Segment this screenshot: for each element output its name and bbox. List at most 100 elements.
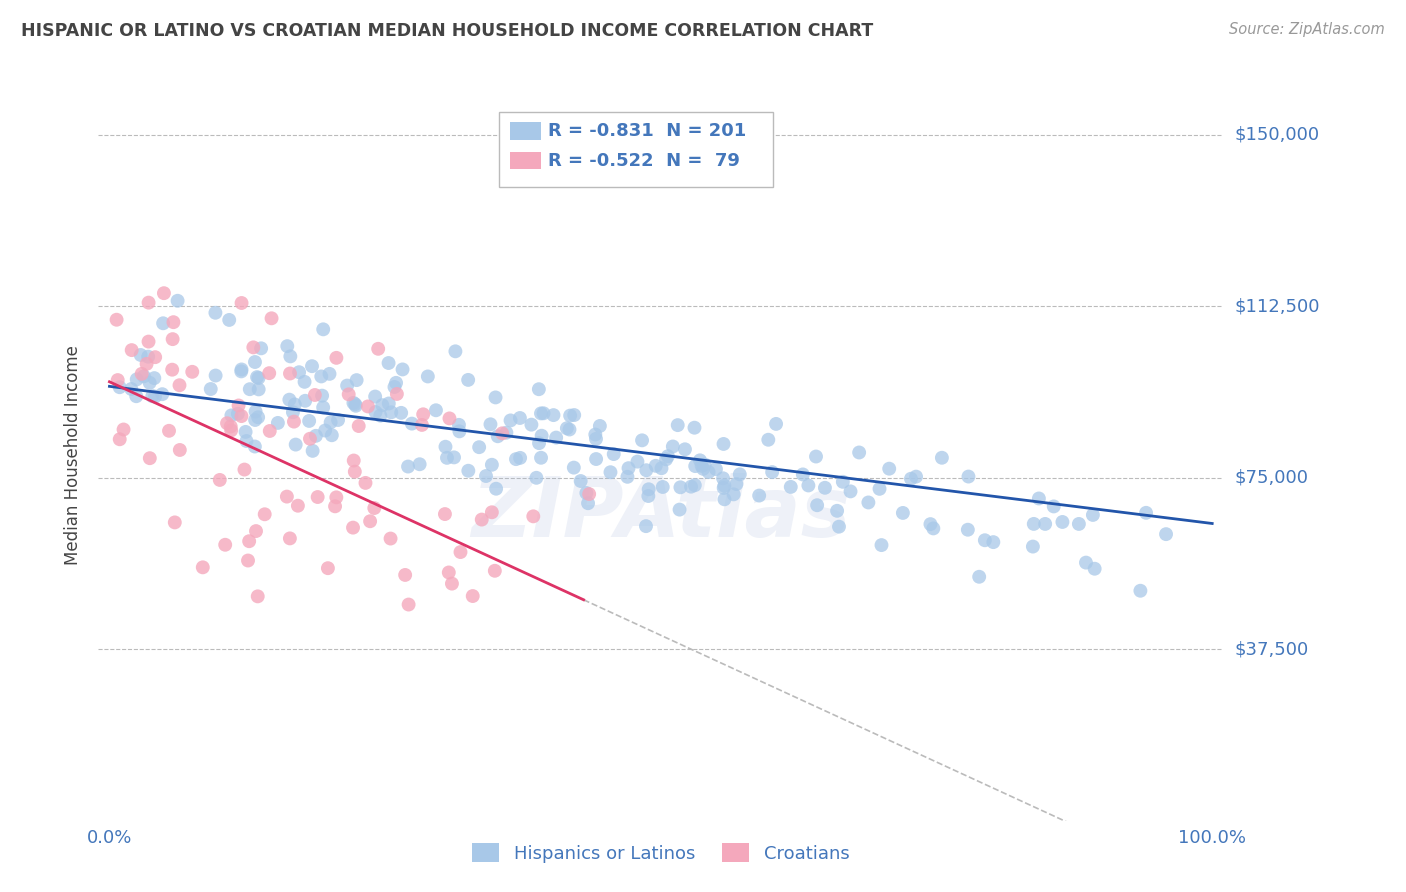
Point — [398, 598, 420, 612]
Point — [576, 496, 599, 510]
Point — [728, 467, 751, 482]
Point — [484, 391, 506, 405]
Point — [693, 458, 716, 472]
Point — [637, 483, 659, 497]
Point — [129, 348, 152, 362]
Point — [486, 429, 509, 443]
Point — [560, 409, 582, 423]
Point — [530, 406, 553, 420]
Point — [245, 524, 267, 538]
Point — [1081, 508, 1104, 522]
Point — [869, 482, 891, 496]
Point — [440, 576, 463, 591]
Point — [589, 419, 612, 434]
Point — [756, 433, 779, 447]
Point — [481, 505, 503, 519]
Point — [631, 434, 654, 448]
Point — [425, 403, 447, 417]
Point — [131, 367, 153, 381]
Point — [284, 437, 307, 451]
Point — [583, 427, 606, 442]
Point — [870, 538, 893, 552]
Point — [931, 450, 953, 465]
Point — [307, 490, 329, 504]
Point — [283, 415, 305, 429]
Point — [152, 316, 174, 330]
Point — [725, 477, 748, 491]
Point — [368, 409, 391, 423]
Point — [125, 389, 148, 403]
Point — [260, 311, 283, 326]
Point — [792, 467, 814, 482]
Point — [169, 442, 191, 457]
Point — [396, 459, 419, 474]
Point — [214, 538, 236, 552]
Point — [143, 371, 166, 385]
Point — [204, 306, 226, 320]
Point — [259, 424, 281, 438]
Point — [848, 445, 870, 459]
Text: R = -0.831  N = 201: R = -0.831 N = 201 — [548, 122, 747, 140]
Point — [257, 366, 280, 380]
Point — [831, 475, 853, 489]
Point — [877, 461, 900, 475]
Point — [218, 313, 240, 327]
Point — [704, 462, 727, 476]
Point — [294, 393, 316, 408]
Point — [1033, 516, 1056, 531]
Point — [562, 408, 585, 422]
Point — [499, 413, 522, 427]
Point — [319, 415, 342, 429]
Point — [281, 405, 304, 419]
Point — [636, 463, 658, 477]
Point — [243, 413, 266, 427]
Point — [389, 406, 412, 420]
Point — [357, 400, 380, 414]
Point — [1135, 506, 1157, 520]
Point — [200, 382, 222, 396]
Text: $75,000: $75,000 — [1234, 469, 1309, 487]
Point — [543, 408, 565, 422]
Point — [153, 286, 176, 301]
Point — [657, 449, 679, 463]
Point — [447, 417, 470, 432]
Point — [221, 409, 243, 423]
Point — [900, 472, 922, 486]
Point — [797, 478, 820, 492]
Point — [311, 369, 333, 384]
Point — [858, 495, 880, 509]
Point — [359, 514, 381, 528]
Point — [683, 478, 706, 492]
Point — [298, 432, 321, 446]
Point — [278, 532, 301, 546]
Point — [305, 429, 328, 443]
Point — [637, 489, 659, 503]
Point — [957, 469, 980, 483]
Point — [891, 506, 914, 520]
Point — [527, 382, 550, 396]
Point — [575, 486, 598, 500]
Point — [347, 419, 370, 434]
Point — [683, 459, 706, 474]
Point — [287, 499, 309, 513]
Point — [325, 491, 347, 505]
Point — [437, 566, 460, 580]
Point — [509, 450, 531, 465]
Point — [384, 380, 406, 394]
Point — [278, 392, 301, 407]
Point — [723, 487, 745, 501]
Point — [247, 410, 270, 425]
Point — [673, 442, 696, 457]
Point — [288, 365, 311, 379]
Text: $150,000: $150,000 — [1234, 126, 1319, 144]
Point — [1022, 540, 1045, 554]
Point — [457, 464, 479, 478]
Point — [318, 367, 340, 381]
Point — [231, 362, 253, 376]
Point — [416, 369, 439, 384]
Point — [208, 473, 231, 487]
Point — [312, 401, 335, 415]
Point — [162, 332, 184, 346]
Point — [380, 405, 402, 419]
Point — [354, 475, 377, 490]
